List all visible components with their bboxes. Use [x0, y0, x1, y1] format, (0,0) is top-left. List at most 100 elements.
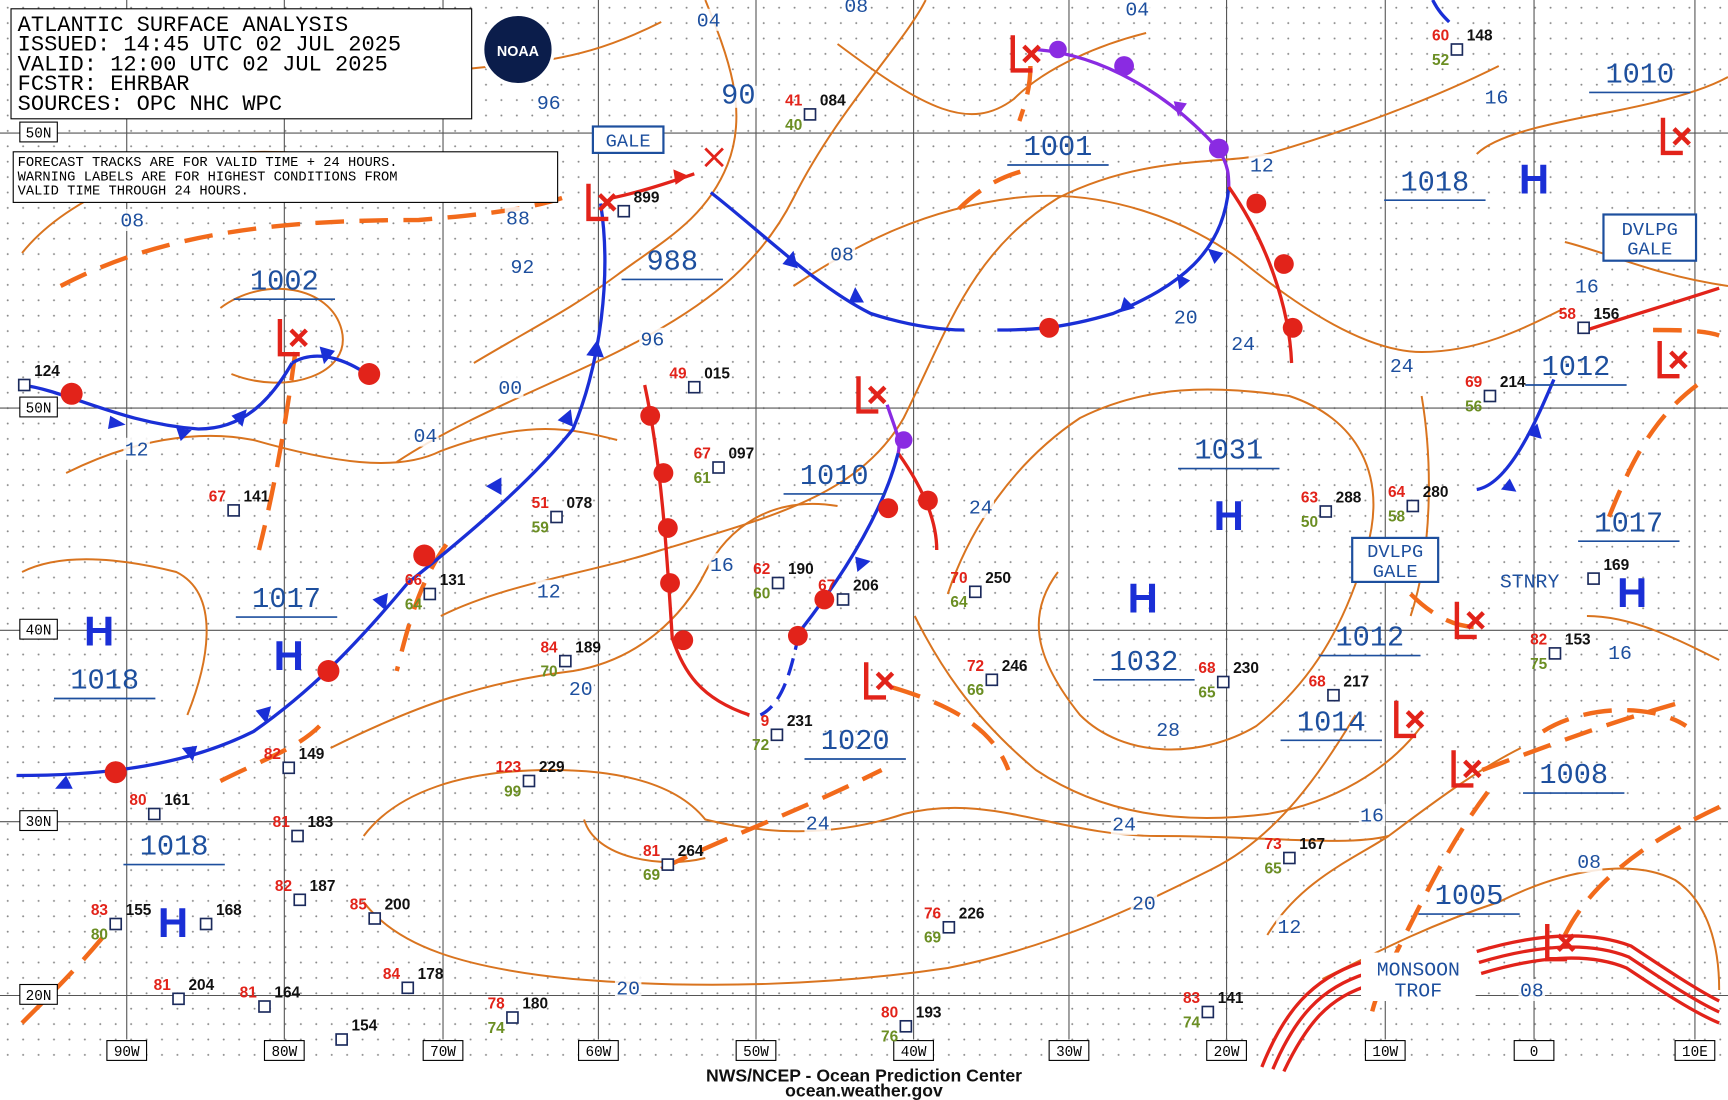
high-center: H [1519, 156, 1549, 203]
station-icon [401, 981, 415, 995]
low-symbol [863, 662, 895, 700]
isobar-label: 24 [1231, 334, 1255, 356]
station-icon [550, 510, 563, 524]
station-temperature: 84 [383, 966, 401, 983]
front-label: MONSOON TROF [1377, 960, 1460, 1003]
station-icon [293, 893, 307, 907]
station-temperature: 60 [1432, 28, 1449, 45]
station-dewpoint: 72 [752, 737, 769, 754]
isobar-label-bg [1358, 804, 1386, 827]
isobar-label: 16 [1608, 643, 1632, 665]
latitude-label: 50N [26, 127, 52, 143]
station-dewpoint: 64 [950, 594, 968, 611]
latitude-label-box [19, 396, 58, 418]
low-symbol [1394, 700, 1425, 739]
isobar-label: 20 [1132, 894, 1156, 916]
station-pressure: 200 [385, 897, 411, 914]
station-temperature: 67 [818, 578, 835, 595]
station-temperature: 63 [1301, 490, 1319, 507]
longitude-label: 30W [1056, 1045, 1082, 1061]
station-temperature: 85 [350, 897, 368, 914]
station-pressure: 187 [310, 878, 336, 895]
longitude-label-box [263, 1040, 305, 1061]
front-symbols [55, 40, 1542, 789]
station-temperature: 62 [753, 561, 770, 578]
longitude-label: 70W [430, 1045, 456, 1061]
isobar-label-bg [1124, 0, 1151, 20]
station-pressure: 214 [1500, 374, 1526, 391]
isobar-label: 08 [120, 211, 144, 233]
longitude-label-box [578, 1040, 619, 1061]
warning-label: GALE [606, 130, 651, 152]
station-icon [985, 673, 999, 687]
station-pressure: 231 [787, 713, 813, 730]
isobar-label-bg [119, 209, 146, 231]
station-icon [147, 807, 161, 821]
station-icon [1450, 43, 1464, 56]
station-pressure: 141 [1218, 990, 1244, 1007]
station-temperature: 73 [1265, 836, 1283, 853]
station-pressure: 204 [188, 977, 214, 994]
footer-line: NWS/NCEP - Ocean Prediction Center [706, 1065, 1022, 1085]
station-icon [1548, 647, 1562, 660]
pressure-center-label: 1010 [800, 460, 869, 493]
isobar-label-bg [1606, 641, 1634, 664]
station-dewpoint: 65 [1198, 684, 1216, 701]
station-icon [1587, 572, 1600, 585]
isobar-label: 00 [498, 378, 522, 400]
station-pressure: 180 [522, 996, 548, 1013]
station-pressure: 161 [164, 792, 190, 809]
station-icon [1577, 321, 1590, 335]
station-pressure: 168 [216, 902, 242, 919]
latitude-label: 50N [26, 402, 52, 418]
high-center: H [1128, 575, 1158, 622]
station-dewpoint: 59 [532, 519, 549, 536]
low-symbol [1545, 924, 1576, 962]
station-temperature: 81 [240, 985, 258, 1002]
longitude-label-box [735, 1040, 777, 1061]
longitude-label-box [1048, 1040, 1090, 1061]
isobar-label-bg [567, 677, 594, 700]
station-temperature: 83 [1183, 990, 1201, 1007]
latitude-label-box [19, 121, 58, 143]
isobar-label-bg [1154, 718, 1182, 741]
warning-label: DVLPG GALE [1622, 219, 1678, 261]
pressure-center-label: 1017 [252, 583, 321, 616]
isobar-label: 90 [721, 79, 755, 112]
station-pressure: 167 [1299, 836, 1325, 853]
latitude-label-box [19, 983, 58, 1005]
header-line: ISSUED: 14:45 UTC 02 JUL 2025 [18, 33, 401, 58]
isobar-label: 20 [1174, 307, 1198, 329]
isobar-label: 08 [844, 0, 868, 18]
station-dewpoint: 52 [1432, 52, 1449, 69]
isobar-label-bg [1248, 154, 1276, 176]
station-pressure: 169 [1603, 557, 1629, 574]
station-icon [227, 504, 240, 517]
station-temperature: 67 [694, 446, 711, 463]
pressure-center-label: 1012 [1542, 351, 1611, 384]
pressure-center-label: 988 [646, 246, 698, 279]
station-pressure: 131 [440, 572, 466, 589]
station-dewpoint: 80 [91, 926, 108, 943]
station-icon [899, 1019, 913, 1033]
station-temperature: 80 [129, 792, 146, 809]
isobar-label: 04 [1125, 0, 1149, 21]
station-icon [368, 912, 382, 925]
isobar-label: 88 [506, 208, 530, 230]
high-center: H [274, 632, 304, 679]
longitude-label-box [1513, 1040, 1555, 1061]
high-center: H [1214, 492, 1244, 539]
station-dewpoint: 70 [540, 664, 557, 681]
low-symbol [1454, 601, 1485, 640]
pressure-center-label: 1018 [1400, 166, 1469, 199]
station-temperature: 58 [1559, 306, 1577, 323]
warning-box [1602, 213, 1698, 262]
station-pressure: 078 [566, 495, 592, 512]
isobar-label: 20 [616, 978, 640, 1000]
header-line: FCSTR: EHRBAR [18, 72, 190, 97]
isobar-label-bg [504, 206, 532, 229]
low-symbol [1451, 750, 1482, 788]
header-box [10, 8, 473, 120]
isobar-label: 12 [1250, 156, 1274, 178]
front-label-bg [1361, 952, 1476, 1001]
